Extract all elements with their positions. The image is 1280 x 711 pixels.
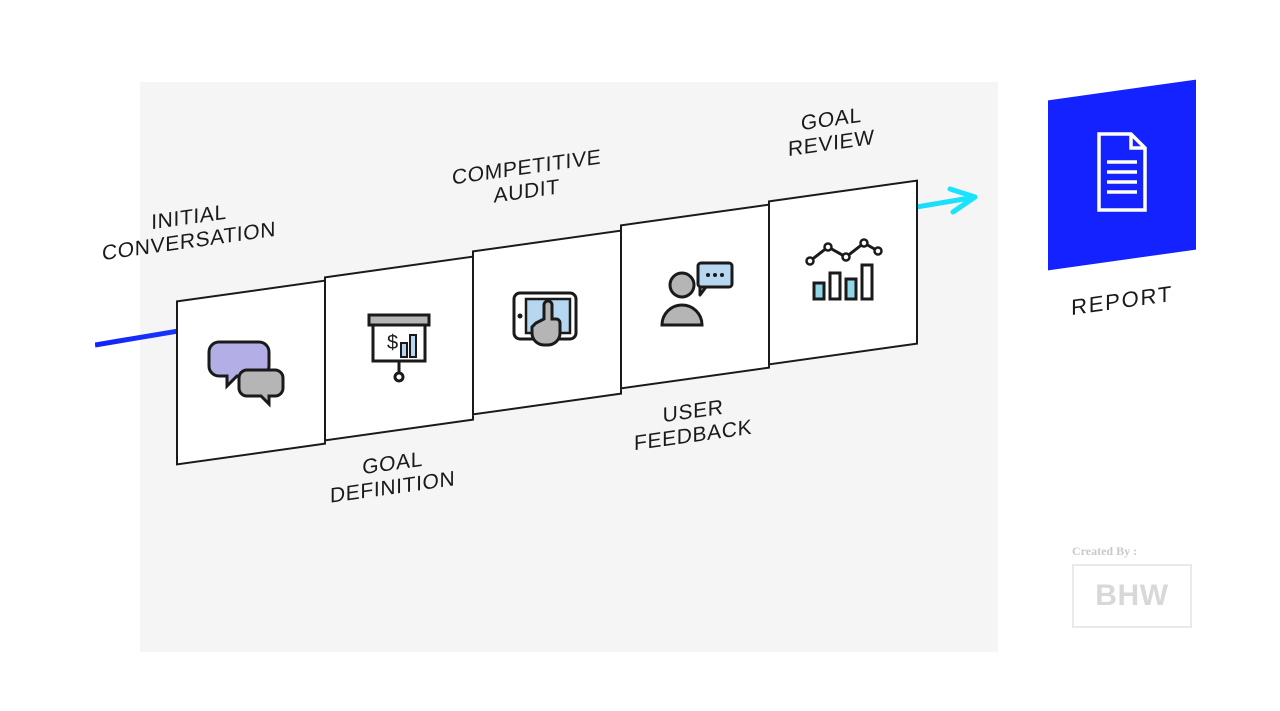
step-card-initial-conversation xyxy=(176,279,326,465)
person-speech-icon xyxy=(648,251,742,342)
bar-line-chart-icon xyxy=(796,229,890,316)
document-lines-icon xyxy=(1087,128,1157,223)
step-card-goal-review xyxy=(768,179,918,365)
tablet-touch-icon xyxy=(500,277,594,368)
report-label: REPORT xyxy=(1048,278,1196,325)
step-card-user-feedback xyxy=(620,203,770,389)
presentation-money-icon: $ xyxy=(353,303,445,394)
credit-label: Created By : xyxy=(1072,544,1137,559)
brand-box: BHW xyxy=(1072,564,1192,628)
svg-text:$: $ xyxy=(387,332,398,354)
step-card-competitive-audit xyxy=(472,229,622,415)
step-card-goal-definition: $ xyxy=(324,255,474,441)
chat-bubbles-icon xyxy=(205,330,297,415)
report-card xyxy=(1048,80,1196,271)
brand-text: BHW xyxy=(1095,579,1168,613)
